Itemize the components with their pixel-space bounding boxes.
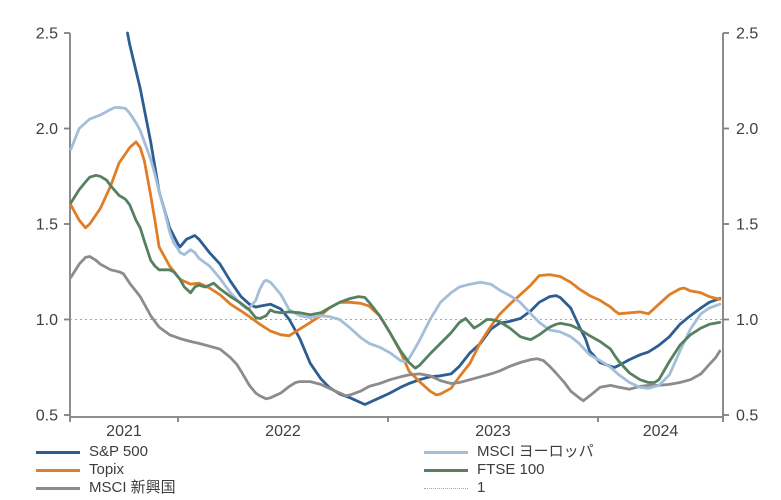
- y-axis-label-right: 2.0: [736, 121, 758, 138]
- legend-label-msci-europe: MSCI ヨーロッパ: [477, 443, 594, 460]
- y-axis-label-right: 1.0: [736, 312, 758, 329]
- legend-label-ftse100: FTSE 100: [477, 461, 545, 478]
- sp500-line: [126, 31, 722, 406]
- msci-europe-line: [69, 106, 722, 390]
- legend-label-topix: Topix: [89, 461, 125, 478]
- legend-item-sp500: S&P 500: [36, 443, 176, 461]
- y-axis-label-left: 1.0: [36, 312, 58, 329]
- y-axis-label-right: 1.5: [736, 217, 758, 234]
- msci-em-line-swatch: [36, 486, 80, 490]
- legend-column-left: S&P 500 Topix MSCI 新興国: [36, 443, 176, 497]
- legend-label-reference: 1: [477, 479, 486, 496]
- msci-em-line: [69, 255, 722, 403]
- chart-legend: S&P 500 Topix MSCI 新興国 MSCI ヨーロッパ FTSE 1…: [0, 443, 781, 499]
- topix-line-swatch: [36, 468, 80, 472]
- y-axis-label-left: 2.5: [36, 26, 58, 43]
- y-axis-label-right: 2.5: [736, 26, 758, 43]
- legend-item-msci-em: MSCI 新興国: [36, 479, 176, 497]
- y-axis-label-left: 0.5: [36, 408, 58, 425]
- y-axis-label-left: 1.5: [36, 217, 58, 234]
- line-chart: 0.5 0.5 1.0 1.0 1.5 1.5 2.0 2.0 2.5 2.5 2021 2022 20…: [36, 26, 759, 441]
- legend-item-ftse100: FTSE 100: [424, 461, 594, 479]
- legend-label-sp500: S&P 500: [89, 443, 148, 460]
- y-axis-label-left: 2.0: [36, 121, 58, 138]
- x-axis-year-label: 2021: [106, 423, 142, 440]
- ftse100-line-swatch: [424, 468, 468, 472]
- legend-label-msci-em: MSCI 新興国: [89, 479, 176, 496]
- reference-dotted-swatch: [424, 487, 468, 489]
- x-axis-year-label: 2022: [265, 423, 301, 440]
- x-axis-year-label: 2024: [643, 423, 679, 440]
- legend-column-right: MSCI ヨーロッパ FTSE 100 1: [424, 443, 594, 497]
- legend-item-topix: Topix: [36, 461, 176, 479]
- x-axis-year-label: 2023: [475, 423, 511, 440]
- sp500-line-swatch: [36, 450, 80, 454]
- y-axis-label-right: 0.5: [736, 408, 758, 425]
- ftse100-line: [69, 173, 722, 384]
- legend-item-reference: 1: [424, 479, 594, 497]
- msci-europe-line-swatch: [424, 450, 468, 454]
- legend-item-msci-europe: MSCI ヨーロッパ: [424, 443, 594, 461]
